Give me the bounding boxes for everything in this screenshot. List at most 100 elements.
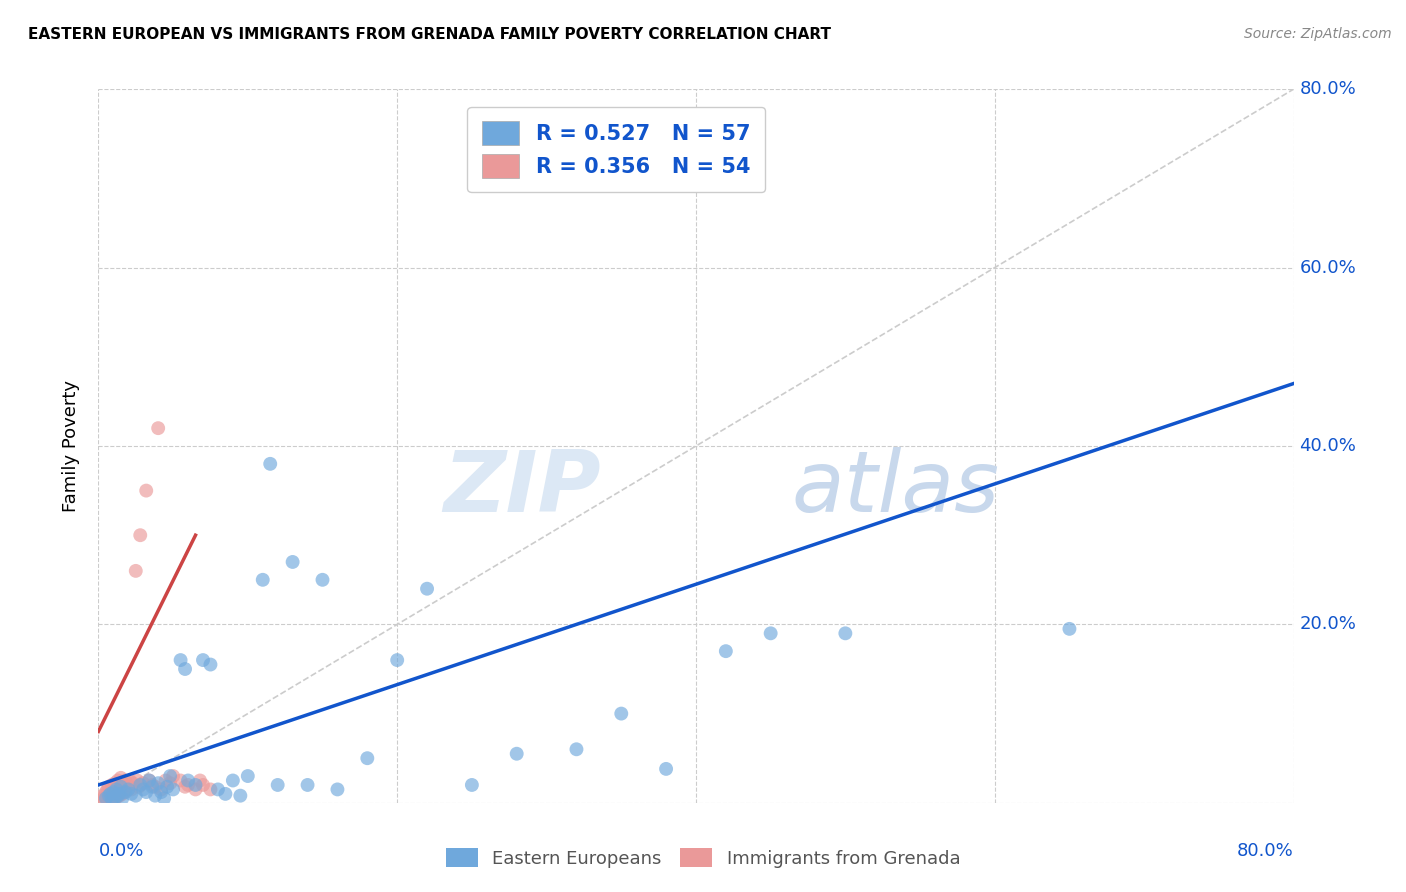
Point [97,780,120,794]
Point [162,769,184,783]
Point [110,780,132,794]
Point [326,782,349,797]
Point [148,421,170,435]
Point [125,789,148,803]
Point [174,780,197,794]
Point [141,778,163,792]
Point [159,769,181,783]
Text: Source: ZipAtlas.com: Source: ZipAtlas.com [1244,27,1392,41]
Point [174,662,197,676]
Legend: Eastern Europeans, Immigrants from Grenada: Eastern Europeans, Immigrants from Grena… [434,838,972,879]
Point [103,782,125,797]
Point [101,792,124,806]
Point [222,773,245,788]
Point [229,789,252,803]
Point [96,782,118,797]
Point [252,573,274,587]
Point [108,789,131,803]
Point [834,626,856,640]
Text: 0.0%: 0.0% [98,842,143,860]
Point [150,785,173,799]
Point [112,785,135,799]
Point [104,785,127,799]
Point [108,787,131,801]
Point [184,778,207,792]
Point [200,782,222,797]
Point [104,790,127,805]
Point [135,483,157,498]
Point [101,787,124,801]
Point [162,782,184,797]
Point [135,785,157,799]
Text: atlas: atlas [792,447,1000,531]
Legend: R = 0.527   N = 57, R = 0.356   N = 54: R = 0.527 N = 57, R = 0.356 N = 54 [467,107,765,193]
Point [103,789,125,803]
Point [121,776,143,790]
Point [111,776,134,790]
Point [120,782,142,797]
Point [169,653,191,667]
Point [127,773,149,788]
Point [117,782,139,797]
Point [356,751,378,765]
Point [236,769,259,783]
Point [105,790,128,805]
Point [108,778,131,792]
Point [714,644,737,658]
Point [297,778,319,792]
Point [115,780,138,794]
Point [98,787,122,801]
Point [117,778,139,792]
Point [97,789,120,803]
Text: 60.0%: 60.0% [1299,259,1357,277]
Point [385,653,409,667]
Text: 40.0%: 40.0% [1299,437,1357,455]
Point [120,787,142,801]
Point [759,626,782,640]
Text: 80.0%: 80.0% [1237,842,1294,860]
Point [655,762,678,776]
Point [156,780,179,794]
Text: 80.0%: 80.0% [1299,80,1357,98]
Point [461,778,484,792]
Point [148,776,170,790]
Point [101,778,124,792]
Point [132,782,155,797]
Point [98,785,122,799]
Point [114,785,136,799]
Point [107,787,129,801]
Text: ZIP: ZIP [443,447,600,531]
Point [94,785,117,799]
Point [191,653,214,667]
Point [132,776,155,790]
Point [103,785,125,799]
Point [177,778,200,792]
Point [565,742,588,756]
Point [143,780,166,794]
Point [96,790,118,805]
Point [107,773,129,788]
Point [188,773,211,788]
Point [118,773,141,788]
Point [111,787,134,801]
Point [110,771,132,785]
Point [107,789,129,803]
Point [184,782,207,797]
Point [93,792,115,806]
Point [114,773,136,788]
Point [129,528,152,542]
Point [267,778,290,792]
Point [105,780,128,794]
Point [200,657,222,672]
Point [416,582,439,596]
Point [138,773,160,788]
Point [141,780,163,794]
Point [259,457,281,471]
Point [150,782,173,797]
Point [191,778,214,792]
Point [98,791,122,805]
Point [159,776,181,790]
Point [610,706,633,721]
Point [1059,622,1081,636]
Point [506,747,529,761]
